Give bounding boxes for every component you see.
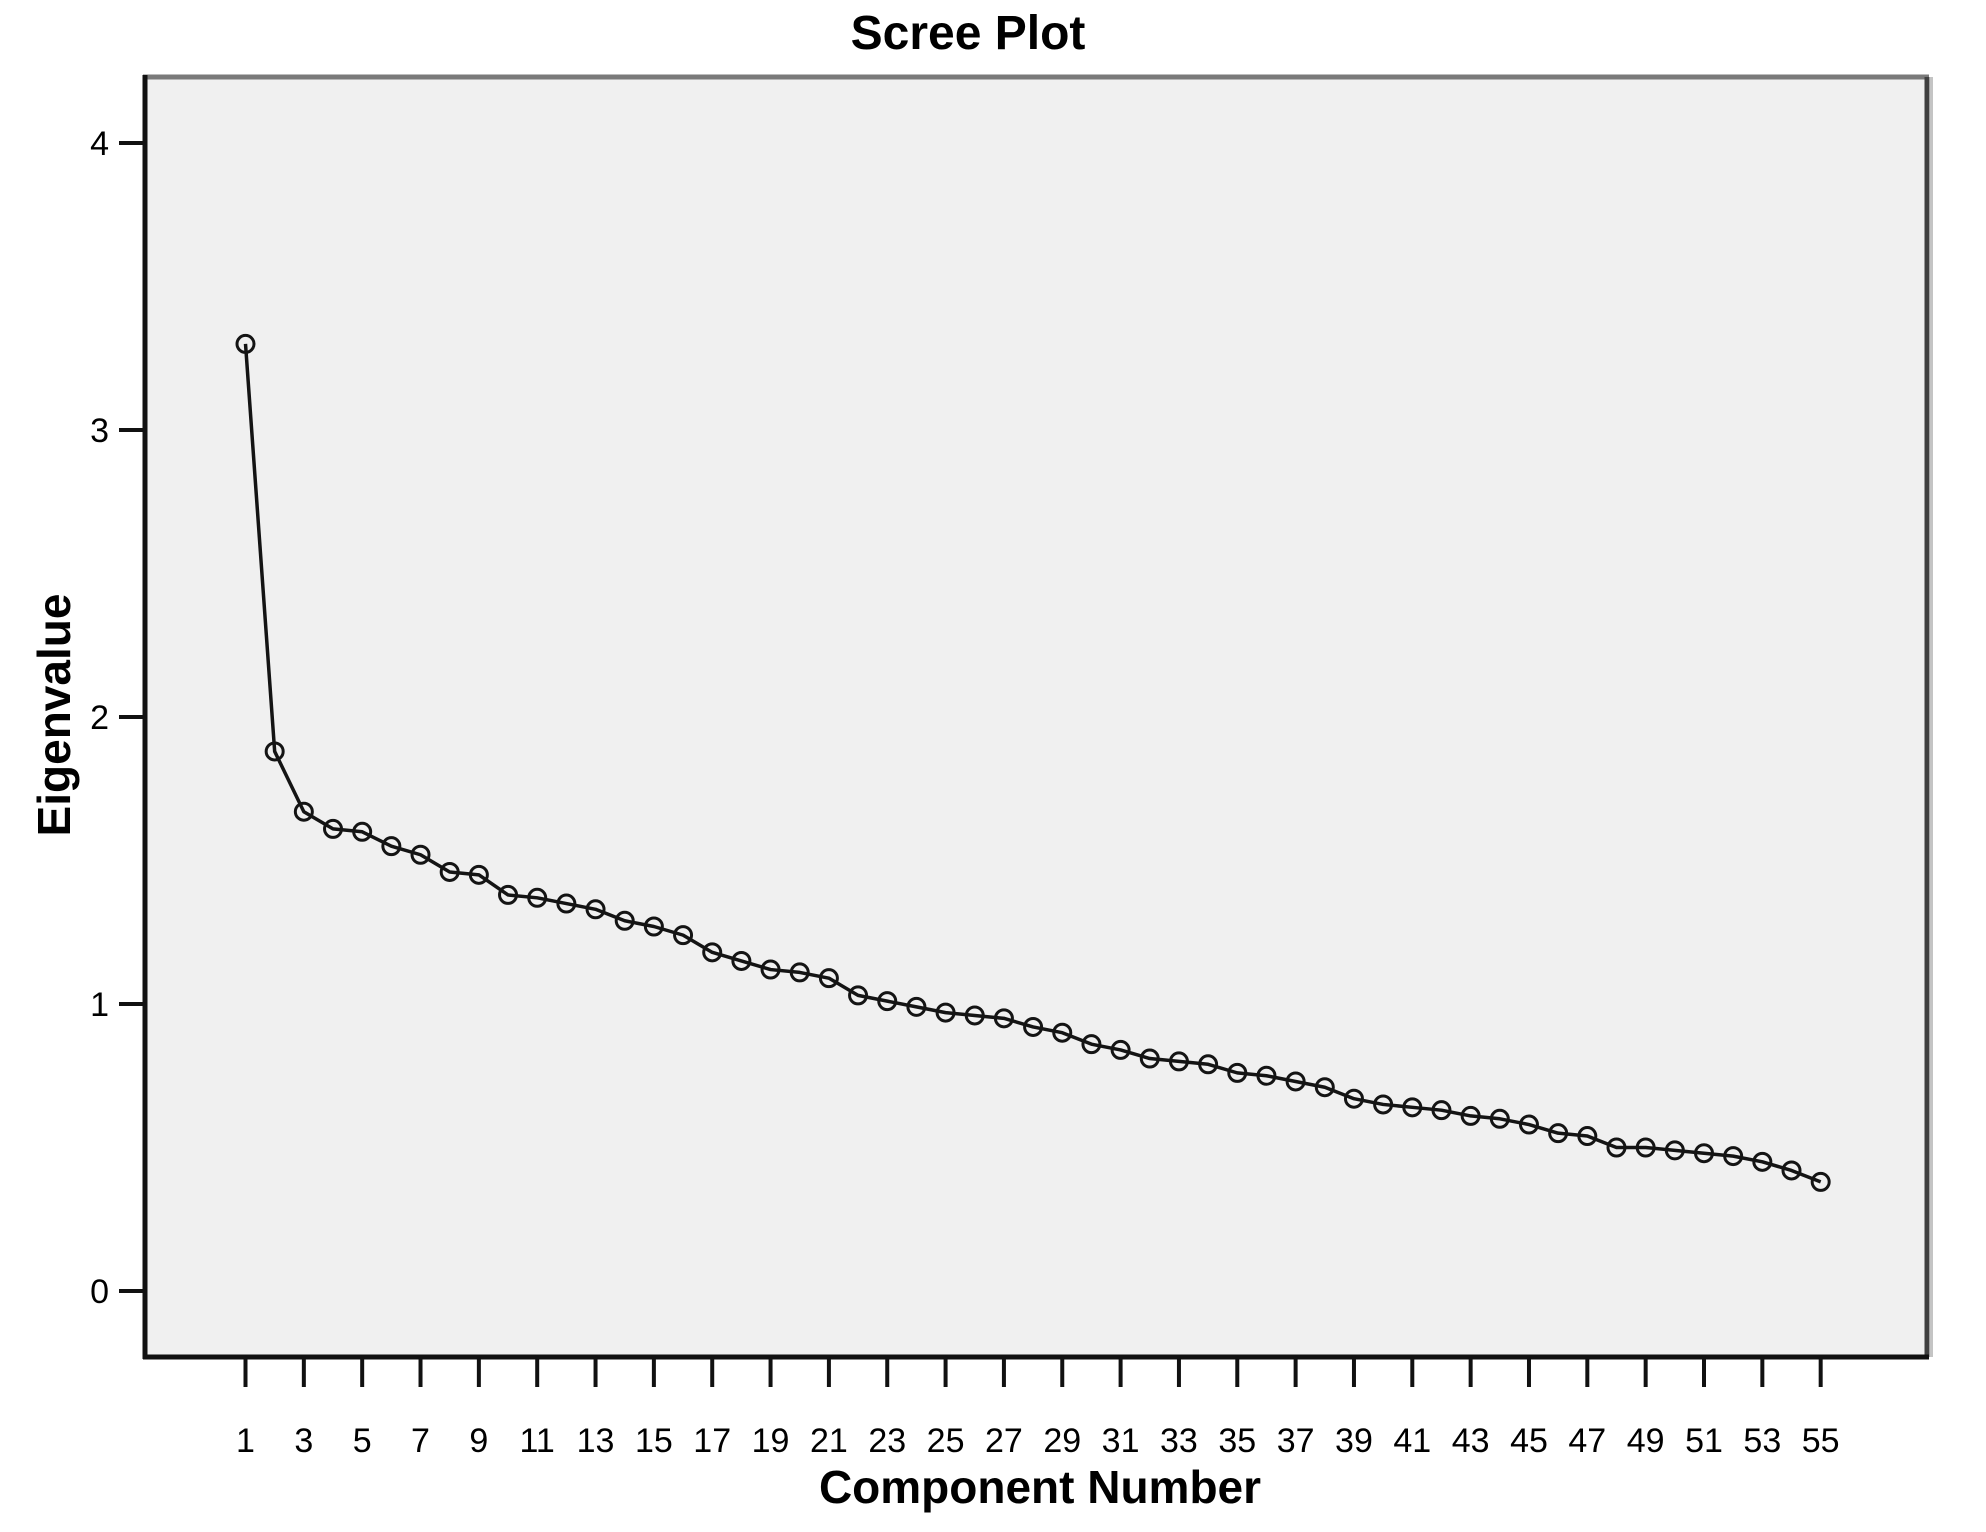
data-point-marker [731,950,752,971]
x-tick-label: 1 [236,1422,255,1460]
data-point-marker [1314,1077,1335,1098]
y-tick-label: 1 [90,986,109,1024]
x-tick-label: 13 [577,1422,615,1460]
x-tick-label: 37 [1277,1422,1315,1460]
data-point-marker [1081,1034,1102,1055]
data-point-marker [352,821,373,842]
data-point-marker [1431,1100,1452,1121]
x-tick-label: 11 [520,1422,555,1460]
data-point-marker [468,864,489,885]
data-point-marker [1168,1051,1189,1072]
x-tick-label: 41 [1393,1422,1431,1460]
data-point-marker [1373,1094,1394,1115]
data-point-marker [1752,1151,1773,1172]
eigenvalue-line [243,343,1822,1184]
data-point-marker [293,801,314,822]
data-point-marker [1110,1039,1131,1060]
data-point-marker [906,996,927,1017]
x-tick-label: 55 [1802,1422,1840,1460]
y-tick-label: 4 [90,125,109,163]
data-point-marker [527,887,548,908]
data-point-marker [1664,1140,1685,1161]
data-point-marker [1548,1123,1569,1144]
data-point-marker [556,893,577,914]
x-tick-label: 51 [1685,1422,1723,1460]
data-point-marker [1694,1143,1714,1164]
data-point-marker [877,991,898,1012]
data-point-marker [964,1005,985,1026]
data-point-marker [264,741,285,762]
data-point-marker [1577,1126,1598,1147]
data-point-marker [673,925,694,946]
x-tick-label: 33 [1160,1422,1198,1460]
x-tick-label: 39 [1335,1422,1373,1460]
data-point-marker [1256,1065,1277,1086]
data-point-marker [1781,1160,1802,1181]
x-tick-label: 47 [1568,1422,1606,1460]
y-tick-label: 0 [90,1273,109,1311]
x-tick-label: 31 [1102,1422,1140,1460]
data-point-marker [1489,1108,1510,1129]
data-point-marker [818,968,839,989]
data-point-marker [323,818,344,839]
data-point-marker [1518,1114,1539,1135]
x-tick-label: 25 [927,1422,965,1460]
x-tick-label: 35 [1218,1422,1256,1460]
chart-title: Scree Plot [850,7,1086,60]
data-point-marker [1402,1097,1423,1118]
data-point-marker [789,962,810,983]
data-point-marker [439,861,460,882]
x-tick-label: 43 [1452,1422,1490,1460]
data-point-marker [1023,1016,1044,1037]
data-point-marker [848,985,869,1006]
data-point-marker [993,1008,1014,1029]
data-point-marker [1606,1137,1627,1158]
x-tick-label: 17 [693,1422,731,1460]
x-tick-label: 53 [1743,1422,1781,1460]
x-tick-label: 5 [353,1422,372,1460]
data-point-marker [702,942,723,963]
data-point-marker [1343,1088,1364,1109]
x-tick-label: 7 [411,1422,430,1460]
y-tick-label: 3 [90,412,109,450]
data-point-marker [381,836,402,857]
data-point-marker [760,959,781,980]
y-tick-label: 2 [90,699,109,737]
data-point-marker [498,884,519,905]
data-point-marker [1198,1054,1219,1075]
plot-area-background [145,77,1927,1357]
data-point-marker [235,333,256,354]
data-point-marker [1227,1062,1248,1083]
data-point-marker [1139,1048,1160,1069]
x-tick-label: 19 [752,1422,790,1460]
x-tick-label: 21 [810,1422,848,1460]
data-point-marker [1052,1022,1073,1043]
x-tick-label: 9 [469,1422,488,1460]
data-point-marker [585,899,606,920]
x-tick-label: 27 [985,1422,1023,1460]
data-point-marker [1635,1137,1656,1158]
x-axis-title: Component Number [818,1461,1262,1513]
data-point-marker [614,910,635,931]
x-tick-label: 23 [868,1422,906,1460]
data-point-marker [1723,1146,1744,1167]
x-tick-label: 49 [1627,1422,1665,1460]
data-point-marker [1810,1171,1831,1192]
x-tick-label: 15 [635,1422,673,1460]
x-tick-label: 29 [1043,1422,1081,1460]
data-point-marker [643,916,664,937]
x-tick-label: 45 [1510,1422,1548,1460]
data-point-marker [1285,1071,1306,1092]
x-tick-label: 3 [294,1422,313,1460]
data-point-marker [410,844,431,865]
data-point-marker [935,1002,956,1023]
data-point-marker [1460,1105,1481,1126]
